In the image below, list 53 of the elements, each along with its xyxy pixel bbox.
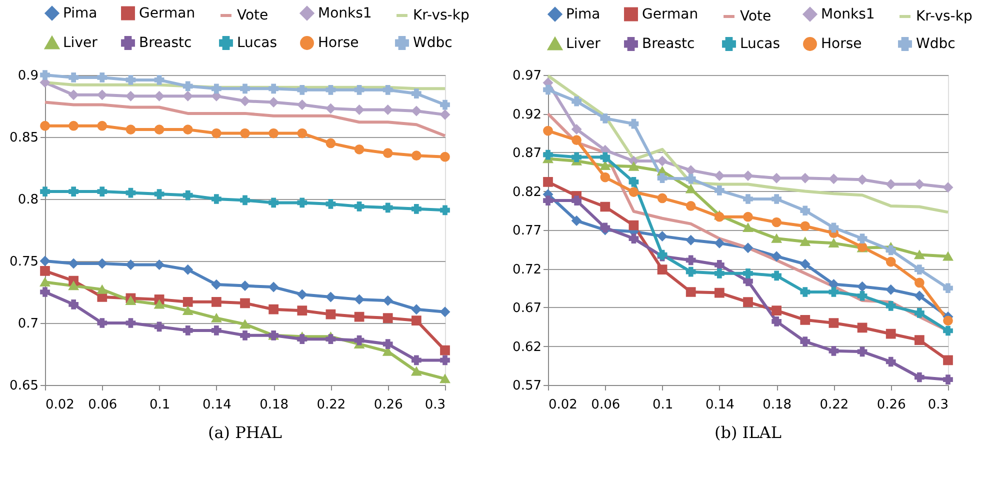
legend-label: Lucas [740,36,780,52]
legend-label: German [642,6,698,22]
text: (a) PHAL [208,423,282,442]
y-tick-label: 0.92 [512,107,542,122]
legend-label: Breastc [642,36,695,52]
x-tick-label: 0.3 [424,398,446,412]
y-tick-label: 0.7 [18,316,38,332]
legend-label: Pima [566,6,600,22]
x-tick-label: 0.06 [88,398,118,412]
y-tick-label: 0.57 [512,378,542,394]
x-tick-label: 0.14 [202,398,232,412]
legend-label: Breastc [139,35,192,51]
legend-label: Horse [821,36,862,52]
x-tick-label: 0.26 [876,398,906,412]
y-tick-label: 0.85 [10,130,38,146]
y-tick-label: 0.65 [10,378,38,394]
legend-label: Vote [237,8,268,24]
y-tick-label: 0.75 [10,254,38,270]
x-tick-label: 0.02 [46,398,74,412]
y-tick-label: 0.72 [512,262,542,278]
x-tick-label: 0.06 [591,398,620,412]
legend-label: Kr-vs-kp [916,8,972,24]
y-tick-label: 0.62 [512,340,542,355]
x-tick-label: 0.3 [928,398,948,412]
legend-label: Liver [566,36,601,52]
legend-label: German [139,5,196,22]
y-tick-label: 0.97 [512,68,542,84]
legend-label: Liver [63,35,98,51]
legend-label: Monks1 [318,5,372,22]
x-tick-label: 0.18 [762,398,792,412]
x-tick-label: 0.18 [260,398,289,412]
x-tick-label: 0.1 [149,398,170,412]
legend-label: Wdbc [916,36,956,52]
legend-label: Kr-vs-kp [413,8,470,24]
legend-label: Lucas [237,35,277,51]
y-tick-label: 0.9 [18,68,38,84]
y-tick-label: 0.77 [512,224,542,238]
text: (b) ILAL [714,423,782,442]
x-tick-label: 0.22 [316,398,346,412]
y-tick-label: 0.67 [512,301,542,316]
x-tick-label: 0.26 [374,398,403,412]
x-tick-label: 0.1 [652,398,674,412]
legend-label: Vote [740,8,772,24]
legend-label: Monks1 [821,6,875,22]
legend-label: Pima [63,5,98,22]
x-tick-label: 0.22 [820,398,849,412]
y-tick-label: 0.8 [18,192,38,208]
y-tick-label: 0.87 [512,146,542,161]
legend-label: Horse [318,35,359,51]
legend-label: Wdbc [413,35,452,51]
y-tick-label: 0.82 [512,184,542,200]
x-tick-label: 0.02 [548,398,578,412]
x-tick-label: 0.14 [705,398,734,412]
